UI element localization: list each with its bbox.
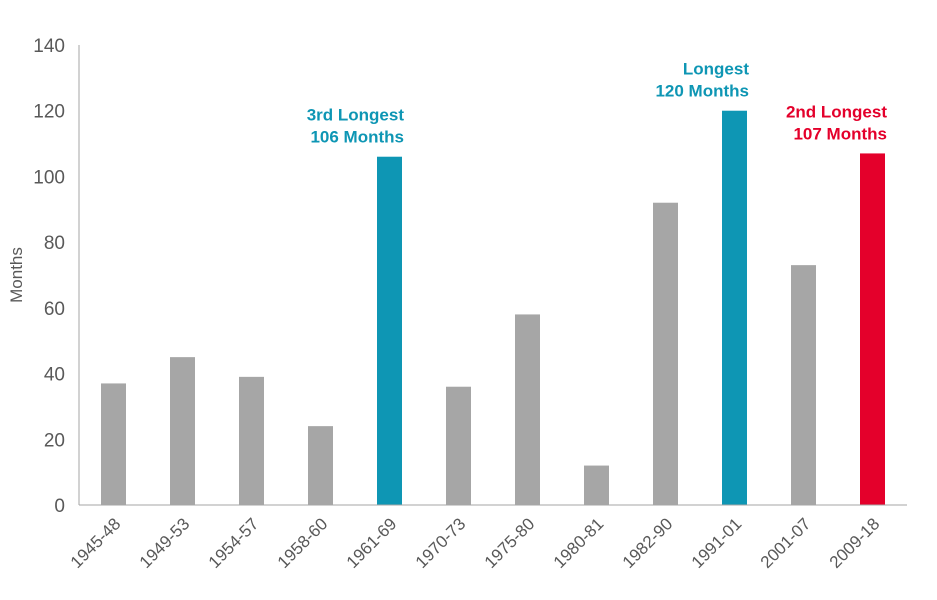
x-tick-label: 2009-18: [826, 514, 884, 572]
annotation-rank: 3rd Longest: [307, 106, 405, 125]
y-tick-label: 80: [44, 233, 65, 254]
annotation-months: 106 Months: [310, 128, 404, 147]
y-tick-label: 20: [44, 430, 65, 451]
y-tick-label: 40: [44, 365, 65, 386]
y-tick-label: 120: [33, 102, 65, 123]
y-axis-ticks: 0 20 40 60 80 100 120 140: [33, 36, 65, 517]
bar-1961-69: [377, 156, 402, 505]
bar-1954-57: [239, 376, 264, 505]
x-tick-label: 1945-48: [67, 514, 125, 572]
y-tick-label: 60: [44, 299, 65, 320]
y-tick-label: 100: [33, 167, 65, 188]
bar-1991-01: [722, 110, 747, 505]
bar-2009-18: [860, 153, 885, 505]
x-tick-label: 1991-01: [688, 514, 746, 572]
bars: [101, 110, 885, 505]
x-tick-label: 1970-73: [412, 514, 470, 572]
x-tick-label: 1982-90: [619, 514, 677, 572]
bar-1949-53: [170, 357, 195, 505]
x-tick-label: 1980-81: [550, 514, 608, 572]
x-tick-label: 1954-57: [205, 514, 263, 572]
annotation-rank: Longest: [683, 60, 749, 79]
bar-2001-07: [791, 265, 816, 505]
annotation-months: 107 Months: [793, 124, 887, 143]
bar-1945-48: [101, 383, 126, 505]
x-tick-label: 1949-53: [136, 514, 194, 572]
bar-1980-81: [584, 465, 609, 505]
annotation-months: 120 Months: [655, 82, 749, 101]
x-axis-labels: 1945-48 1949-53 1954-57 1958-60 1961-69 1970-…: [67, 514, 884, 572]
bar-1958-60: [308, 426, 333, 505]
y-tick-label: 140: [33, 36, 65, 57]
annotation-rank: 2nd Longest: [786, 102, 887, 121]
x-tick-label: 1961-69: [343, 514, 401, 572]
x-tick-label: 2001-07: [757, 514, 815, 572]
bar-1982-90: [653, 202, 678, 505]
y-tick-label: 0: [54, 496, 65, 517]
x-tick-label: 1958-60: [274, 514, 332, 572]
x-tick-label: 1975-80: [481, 514, 539, 572]
bar-1975-80: [515, 314, 540, 505]
bar-1970-73: [446, 386, 471, 505]
annotations: 3rd Longest 106 Months Longest 120 Months 2n…: [307, 60, 888, 147]
y-axis-title: Months: [7, 247, 26, 303]
